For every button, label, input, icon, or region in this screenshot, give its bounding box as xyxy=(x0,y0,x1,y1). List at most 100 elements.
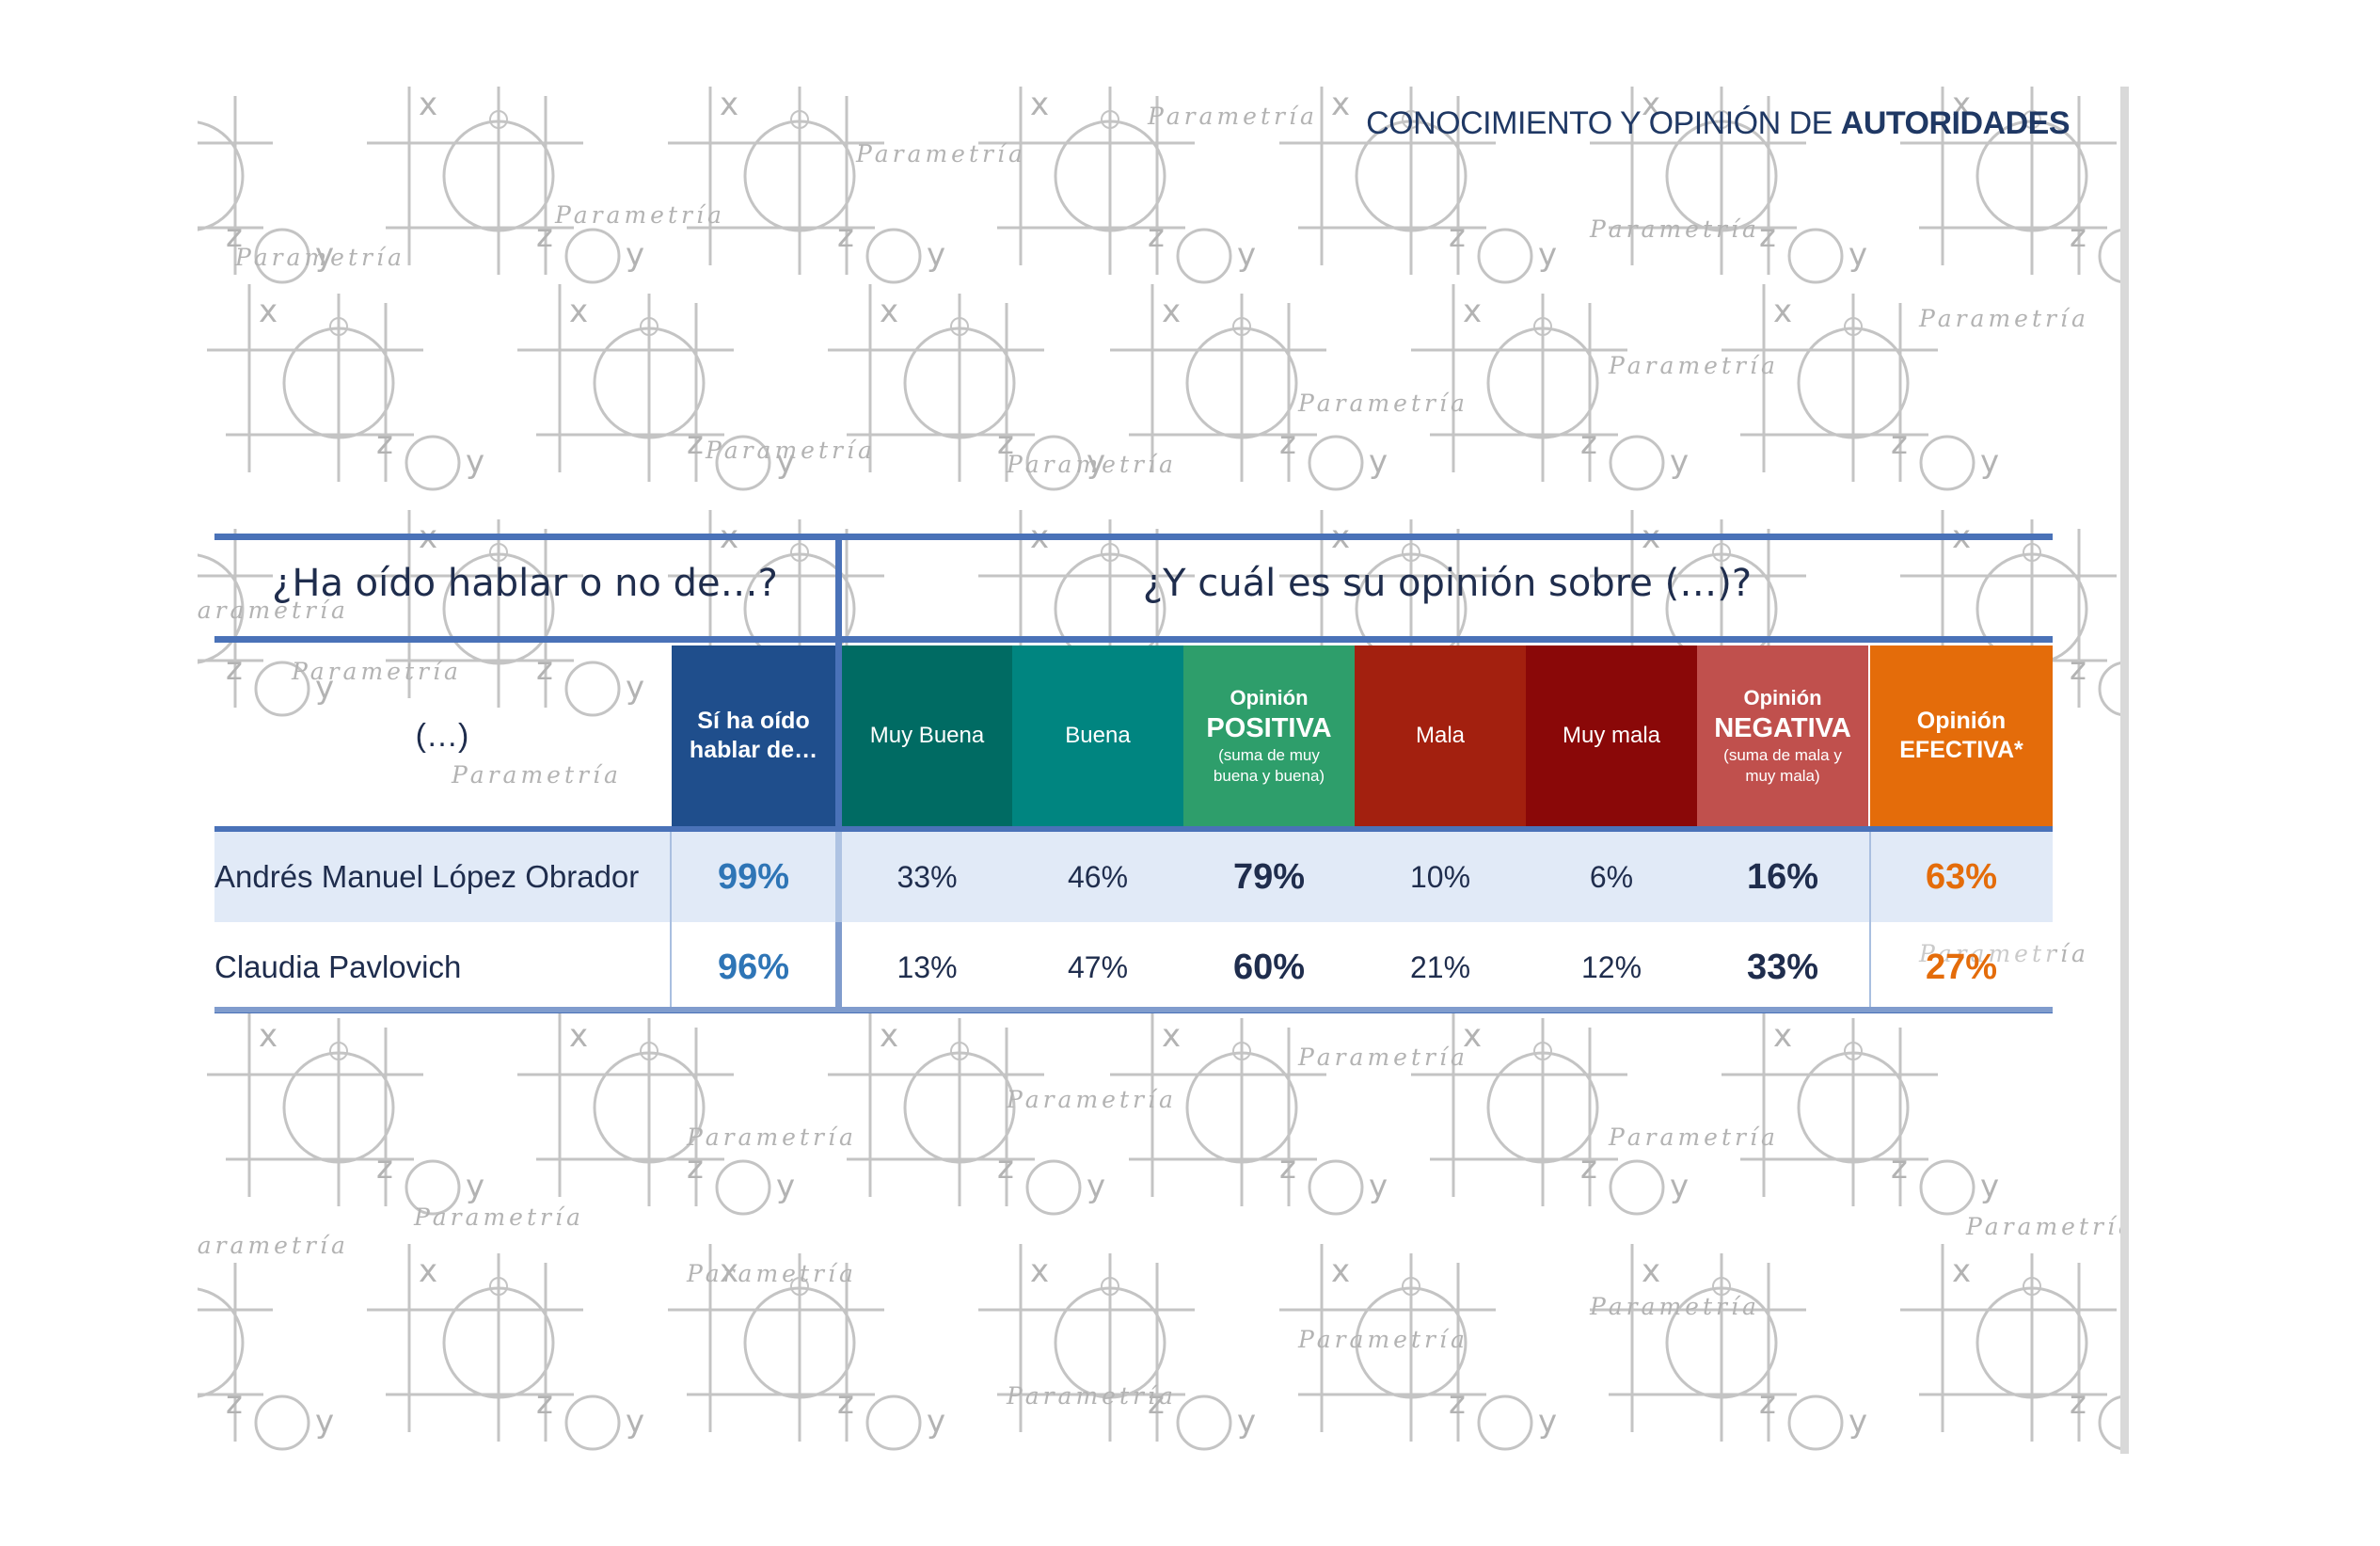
watermark-axis-y: y xyxy=(466,1168,484,1205)
watermark-dot xyxy=(489,543,508,562)
watermark-small-circle xyxy=(715,1159,771,1216)
watermark-small-circle xyxy=(1176,228,1232,284)
slide-title: CONOCIMIENTO Y OPINIÓN DE AUTORIDADES xyxy=(1366,105,2070,142)
header-heard-line1: Sí ha oído xyxy=(697,707,810,734)
watermark-label: Parametría xyxy=(413,1203,584,1231)
row-muy-mala: 12% xyxy=(1580,949,1642,984)
watermark-label: Parametría xyxy=(1918,940,2089,967)
watermark-small-circle xyxy=(564,1395,621,1451)
watermark-dot xyxy=(1844,1042,1863,1060)
watermark-circle xyxy=(1486,327,1599,439)
table-bottom-rule xyxy=(214,1007,2053,1013)
title-bold: AUTORIDADES xyxy=(1840,105,2071,141)
watermark-axis-z: z xyxy=(226,1384,243,1422)
watermark-axis-y: y xyxy=(927,236,945,274)
watermark-dot xyxy=(1844,317,1863,336)
header-buena: Buena xyxy=(1012,645,1183,826)
watermark-axis-z: z xyxy=(1759,217,1776,255)
watermark-small-circle xyxy=(564,661,621,717)
row-efectiva: 27% xyxy=(1925,947,1998,987)
watermark-circle xyxy=(593,327,706,439)
watermark-axis-x: x xyxy=(1030,87,1049,123)
watermark-dot xyxy=(329,317,348,336)
watermark-small-circle xyxy=(1176,1395,1232,1451)
watermark-axis-x: x xyxy=(259,293,278,330)
watermark-axis-z: z xyxy=(1279,1149,1296,1187)
watermark-label: Parametría xyxy=(1006,451,1177,478)
watermark-axis-z: z xyxy=(1580,1149,1597,1187)
header-negativa-line2: NEGATIVA xyxy=(1714,712,1851,743)
watermark-circle xyxy=(1975,120,2088,232)
header-muy-buena: Muy Buena xyxy=(842,645,1012,826)
watermark-axis-z: z xyxy=(2070,650,2086,688)
watermark-dot xyxy=(950,1042,969,1060)
header-efectiva: Opinión EFECTIVA* xyxy=(1870,645,2053,826)
row-buena: 47% xyxy=(1067,949,1129,984)
watermark-axis-z: z xyxy=(997,424,1014,462)
watermark-circle xyxy=(743,1286,856,1399)
watermark-circle xyxy=(198,553,245,664)
watermark-axis-x: x xyxy=(1463,293,1482,330)
watermark-dot xyxy=(2023,543,2041,562)
watermark-circle xyxy=(442,552,555,665)
watermark-dot xyxy=(2023,110,2041,129)
watermark-label: Parametría xyxy=(1297,390,1468,417)
watermark-label: Parametría xyxy=(234,244,405,271)
watermark-label: Parametría xyxy=(1297,1326,1468,1353)
watermark-circle xyxy=(1185,327,1298,439)
table-row: Claudia Pavlovich 96% 13% 47% 60% 21% 12… xyxy=(214,922,2053,1012)
watermark-label: Parametría xyxy=(1147,103,1318,130)
row-muy-mala: 6% xyxy=(1589,859,1634,894)
watermark-dot xyxy=(1101,1277,1119,1296)
watermark-label: Parametría xyxy=(1965,1213,2126,1240)
watermark-label: Parametría xyxy=(855,140,1026,167)
watermark-axis-y: y xyxy=(1237,1403,1256,1441)
watermark-axis-y: y xyxy=(1087,443,1105,481)
watermark-small-circle xyxy=(2098,661,2126,717)
watermark-small-circle xyxy=(1308,1159,1364,1216)
header-positiva: Opinión POSITIVA (suma de muy buena y bu… xyxy=(1183,645,1355,826)
watermark-small-circle xyxy=(1787,228,1844,284)
watermark-axis-y: y xyxy=(626,236,644,274)
watermark-axis-y: y xyxy=(1538,1403,1557,1441)
watermark-axis-x: x xyxy=(720,1252,738,1290)
watermark-circle xyxy=(743,120,856,232)
header-positiva-line3: (suma de muy xyxy=(1218,745,1320,764)
row-muy-buena: 13% xyxy=(896,949,958,984)
watermark-axis-y: y xyxy=(315,236,334,274)
watermark-axis-z: z xyxy=(2070,217,2086,255)
row-heard: 99% xyxy=(717,856,790,897)
watermark-axis-z: z xyxy=(1148,1384,1165,1422)
watermark-axis-x: x xyxy=(419,1252,437,1290)
watermark-axis-z: z xyxy=(226,650,243,688)
header-muy-mala-label: Muy mala xyxy=(1562,723,1661,748)
watermark-axis-z: z xyxy=(1449,217,1466,255)
row-buena: 46% xyxy=(1067,859,1129,894)
title-plain: CONOCIMIENTO Y OPINIÓN DE xyxy=(1366,105,1841,141)
watermark-circle xyxy=(442,1286,555,1399)
watermark-axis-z: z xyxy=(536,217,553,255)
watermark-small-circle xyxy=(865,228,922,284)
watermark-axis-y: y xyxy=(927,1403,945,1441)
watermark-axis-y: y xyxy=(1980,1168,1999,1205)
watermark-axis-x: x xyxy=(569,1017,588,1055)
watermark-label: Parametría xyxy=(1297,1044,1468,1071)
watermark-dot xyxy=(489,1277,508,1296)
watermark-dot xyxy=(1101,543,1119,562)
watermark-label: Parametría xyxy=(1918,305,2089,332)
watermark-label: Parametría xyxy=(451,761,622,789)
watermark-circle xyxy=(1185,1051,1298,1164)
watermark-axis-y: y xyxy=(1980,443,1999,481)
watermark-small-circle xyxy=(1025,435,1082,491)
watermark-axis-z: z xyxy=(376,1149,393,1187)
header-positiva-line4: buena y buena) xyxy=(1213,766,1325,785)
watermark-label: Parametría xyxy=(686,1124,857,1151)
watermark-circle xyxy=(1797,327,1910,439)
watermark-small-circle xyxy=(564,228,621,284)
row-name: Claudia Pavlovich xyxy=(214,949,462,984)
watermark-circle xyxy=(903,1051,1016,1164)
row-name: Andrés Manuel López Obrador xyxy=(214,859,640,894)
watermark-small-circle xyxy=(1308,435,1364,491)
watermark-label: Parametría xyxy=(291,658,462,685)
row-positiva: 60% xyxy=(1232,947,1306,987)
